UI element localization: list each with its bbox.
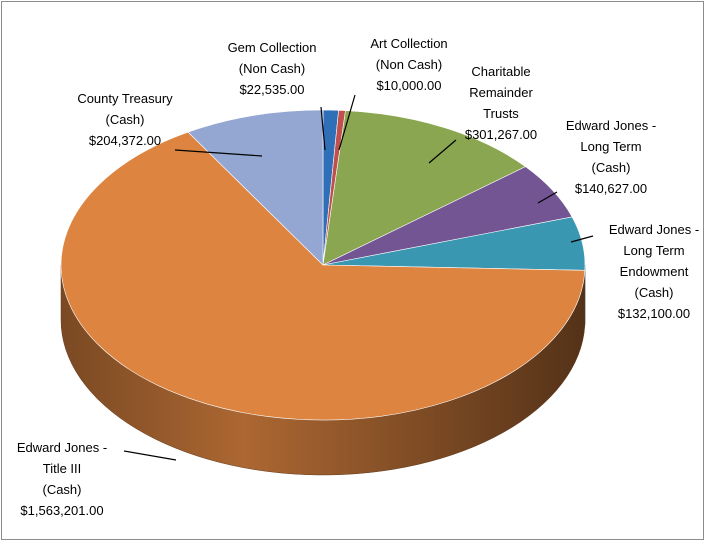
leader-line bbox=[338, 94, 356, 151]
pie-slice bbox=[322, 110, 527, 266]
slice-label: Charitable Remainder Trusts $301,267.00 bbox=[465, 64, 537, 142]
leader-line bbox=[537, 191, 558, 204]
slice-label: Edward Jones -Long Term (Cash) $140,627.00 bbox=[566, 118, 656, 196]
pie-slice bbox=[60, 131, 586, 421]
leader-line bbox=[320, 106, 326, 151]
slice-label: County Treasury (Cash) $204,372.00 bbox=[77, 91, 173, 148]
leader-line bbox=[174, 149, 263, 157]
slice-label: Edward Jones -Long Term Endowment (Cash) $1… bbox=[609, 222, 699, 321]
leader-line bbox=[570, 235, 594, 243]
slice-label: Edward Jones -Title III (Cash) $1,563,201.… bbox=[17, 440, 107, 518]
pie-slice bbox=[187, 109, 324, 266]
leader-line bbox=[428, 139, 457, 164]
slice-label: Art Collection (Non Cash) $10,000.00 bbox=[370, 36, 447, 93]
leader-line bbox=[123, 450, 177, 461]
slice-label: Gem Collection (Non Cash) $22,535.00 bbox=[228, 40, 317, 97]
